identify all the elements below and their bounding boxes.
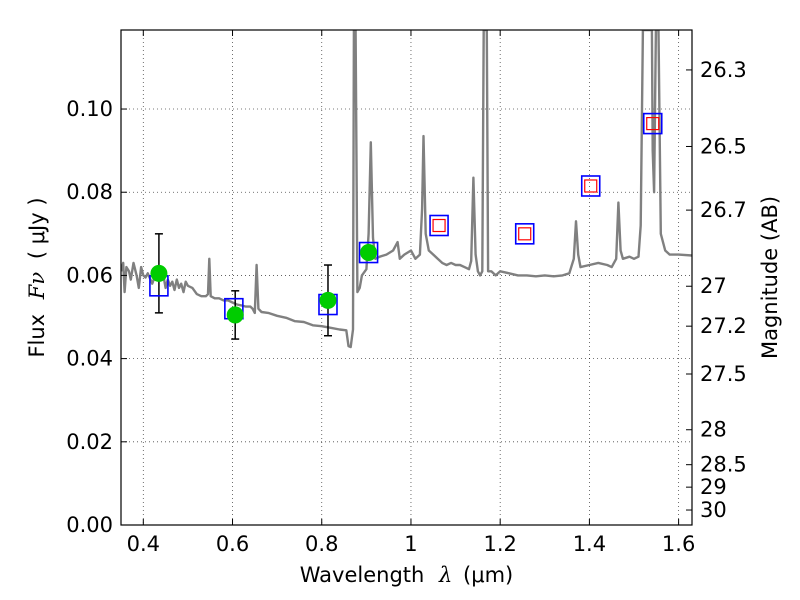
y2-axis-label: Magnitude (AB) <box>758 196 782 359</box>
y2-tick-label: 27.2 <box>700 314 747 338</box>
y2-tick-label: 26.5 <box>700 134 747 158</box>
x-tick-label: 0.8 <box>305 532 338 556</box>
model-photometry-square <box>580 175 601 197</box>
y2-tick-label: 26.7 <box>700 198 747 222</box>
model-photometry-square <box>642 112 663 135</box>
observed-photometry-point <box>319 291 337 309</box>
x-axis-label-units: (μm) <box>463 563 513 587</box>
x-tick-label: 1.4 <box>573 532 606 556</box>
x-tick-label: 1 <box>404 532 417 556</box>
y2-tick-label: 27.5 <box>700 362 747 386</box>
y2-tick-label: 29 <box>700 475 727 499</box>
x-axis-label-text: Wavelength <box>300 563 425 587</box>
y-axis-label-symbol: Fν <box>25 272 49 301</box>
y-tick-label: 0.02 <box>66 430 113 454</box>
y2-tick-label: 30 <box>700 498 727 522</box>
plot-layer <box>121 30 692 349</box>
y-tick-label: 0.04 <box>66 347 113 371</box>
upper-limit-square <box>646 116 660 131</box>
upper-limit-square <box>432 218 446 233</box>
y-tick-label: 0.00 <box>66 513 113 537</box>
observed-photometry-point <box>360 244 378 262</box>
y2-tick-label: 28 <box>700 418 727 442</box>
model-photometry-square <box>358 241 379 264</box>
y2-tick-label: 27 <box>700 274 727 298</box>
upper-limit-square <box>518 227 532 241</box>
model-photometry-square <box>514 223 535 245</box>
x-tick-label: 0.6 <box>216 532 249 556</box>
y-axis-label-units: ( μJy ) <box>25 197 49 259</box>
x-axis-label-symbol: λ <box>438 563 452 587</box>
y-axis-label-text: Flux <box>25 314 49 358</box>
x-tick-label: 1.2 <box>483 532 516 556</box>
upper-limit-square <box>584 179 598 193</box>
spectrum-line <box>121 30 692 349</box>
y-tick-label: 0.06 <box>66 263 113 287</box>
y2-tick-label: 26.3 <box>700 58 747 82</box>
y-axis-label: Flux Fν ( μJy ) <box>25 197 49 357</box>
observed-photometry-point <box>226 306 244 324</box>
model-photometry-square <box>429 214 449 237</box>
tick-layer: 0.4 0.6 0.8 1 1.2 1.4 1.6 0.00 0.02 0.04 0.06 0.08 0… <box>66 30 747 556</box>
x-tick-label: 1.6 <box>662 532 695 556</box>
grid-layer <box>121 30 692 525</box>
plot-frame <box>120 29 693 526</box>
observed-photometry-point <box>150 264 168 282</box>
x-axis-label: Wavelength λ (μm) <box>300 563 513 587</box>
x-tick-label: 0.4 <box>127 532 160 556</box>
y-tick-label: 0.10 <box>66 97 113 121</box>
y2-tick-label: 28.5 <box>700 453 747 477</box>
y-tick-label: 0.08 <box>66 180 113 204</box>
